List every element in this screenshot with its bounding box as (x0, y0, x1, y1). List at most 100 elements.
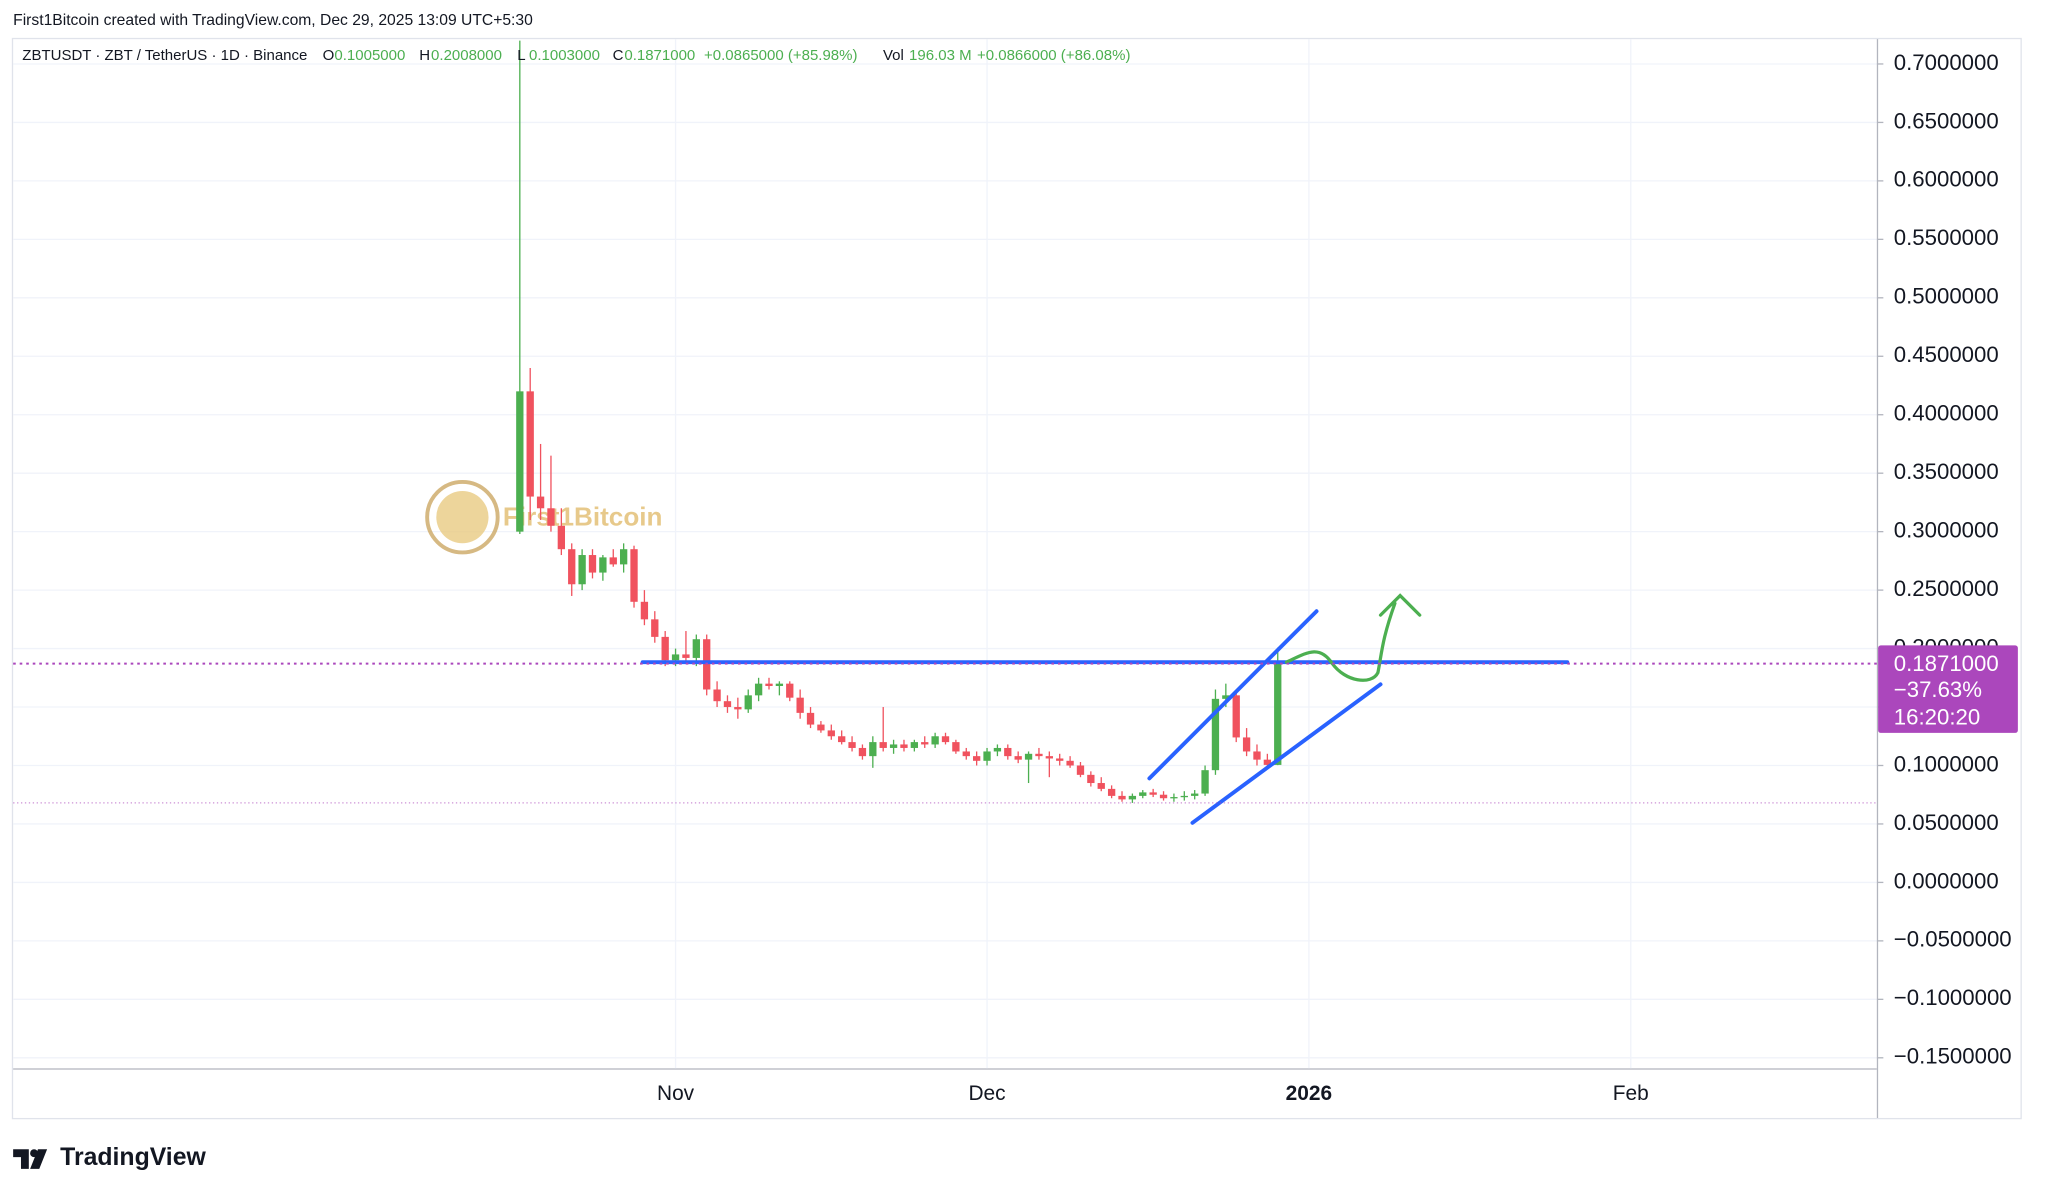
candle-body (1222, 695, 1230, 699)
candle-body (848, 742, 856, 748)
candle-body (568, 549, 576, 585)
candle-body (754, 683, 763, 696)
candle-body (952, 742, 960, 752)
legend-volume-change: +0.0866000 (+86.08%) (977, 47, 1130, 64)
candle-body (941, 736, 950, 743)
footer-logo: TradingView (13, 1144, 206, 1171)
legend: O 0.1005000 H 0.2008000 L 0.1003000 C 0.1871000… (323, 47, 1131, 64)
candle-body (796, 697, 804, 713)
candle-body (921, 742, 929, 745)
candle-body (765, 683, 773, 686)
candle-body (869, 742, 877, 757)
candle-body (1201, 770, 1209, 794)
legend-key: C (613, 47, 624, 64)
candle-body (1170, 797, 1178, 799)
candle-body (827, 730, 835, 737)
legend-key: O (323, 47, 335, 64)
candle-body (1097, 783, 1105, 789)
candle-body (900, 744, 908, 748)
countdown: 16:20:20 (1894, 704, 1980, 729)
candle-body (775, 683, 784, 686)
candle-body (1159, 794, 1168, 799)
y-tick-label: 0.2500000 (1894, 576, 1999, 601)
legend-volume-key: Vol (883, 47, 904, 64)
y-tick-label: 0.7000000 (1894, 50, 1999, 75)
candle-body (547, 508, 555, 526)
legend-key: L (517, 47, 525, 64)
candle-body (588, 555, 597, 573)
candle-body (599, 557, 607, 573)
candle-body (1191, 793, 1199, 796)
candle-body (713, 689, 721, 702)
candle-body (983, 751, 991, 761)
y-tick-label: 0.0500000 (1894, 810, 1999, 835)
candle-body (962, 751, 970, 757)
candle-body (640, 601, 649, 620)
candle-body (723, 701, 732, 708)
candle-body (993, 747, 1002, 752)
x-tick-label: Dec (968, 1082, 1005, 1105)
candle-body (1211, 698, 1220, 771)
y-tick-label: −0.1000000 (1894, 985, 2012, 1010)
footer-icon (13, 1149, 48, 1169)
candle-body (889, 744, 898, 748)
candle-body (1056, 758, 1064, 761)
overlay: 0.1871000−37.63%16:20:20 (13, 645, 2018, 804)
candle-body (671, 654, 680, 661)
y-tick-label: −0.0500000 (1894, 927, 2012, 952)
candle-body (526, 391, 534, 497)
candle-body (609, 557, 617, 565)
candle-body (1014, 756, 1022, 760)
legend-value: 0.1871000 (624, 47, 695, 64)
x-tick-label: Nov (657, 1082, 695, 1105)
candle-body (910, 742, 919, 748)
candles (516, 40, 1282, 803)
legend-volume: 196.03 M (909, 47, 972, 64)
footer-icon-dot (30, 1149, 38, 1158)
candle-body (692, 639, 700, 658)
legend-value: 0.1003000 (529, 47, 600, 64)
legend-change: +0.0865000 (+85.98%) (704, 47, 857, 64)
candle-body (879, 742, 887, 748)
watermark-disc (436, 491, 489, 544)
legend-value: 0.1005000 (334, 47, 405, 64)
y-tick-label: 0.5500000 (1894, 225, 1999, 250)
projection-arrow (1284, 593, 1422, 682)
x-tick-label: Feb (1613, 1082, 1649, 1105)
y-tick-label: 0.1000000 (1894, 751, 1999, 776)
candle-body (1149, 792, 1157, 795)
candle-body (1107, 788, 1116, 796)
candle-body (557, 525, 566, 550)
candle-body (786, 683, 794, 698)
candle-body (1066, 760, 1074, 766)
candle-body (661, 636, 669, 661)
candle-body (682, 654, 690, 658)
candle-body (817, 724, 825, 731)
y-tick-label: −0.1500000 (1894, 1044, 2012, 1069)
candle-body (516, 391, 524, 532)
candle-body (578, 555, 586, 585)
y-tick-label: 0.6000000 (1894, 167, 1999, 192)
y-tick-label: 0.3000000 (1894, 518, 1999, 543)
candle-body (630, 549, 638, 602)
legend-key: H (419, 47, 430, 64)
candle-body (1242, 737, 1251, 752)
y-tick-label: 0.0000000 (1894, 868, 1999, 893)
candle-body (931, 736, 939, 745)
drawings (640, 593, 1570, 825)
watermark-text: First1Bitcoin (503, 501, 663, 531)
candle-body (838, 736, 846, 743)
candle-body (806, 712, 815, 725)
channel-upper (1147, 609, 1319, 781)
candle-body (1035, 753, 1043, 757)
channel-lower (1190, 682, 1383, 825)
x-tick-label: 2026 (1286, 1082, 1332, 1105)
candle-body (1263, 759, 1272, 765)
y-tick-label: 0.5000000 (1894, 284, 1999, 309)
candle-body (1087, 774, 1095, 784)
legend-value: 0.2008000 (431, 47, 502, 64)
credit: First1Bitcoin created with TradingView.c… (13, 12, 533, 29)
candle-body (1139, 792, 1147, 796)
candle-body (536, 496, 545, 509)
